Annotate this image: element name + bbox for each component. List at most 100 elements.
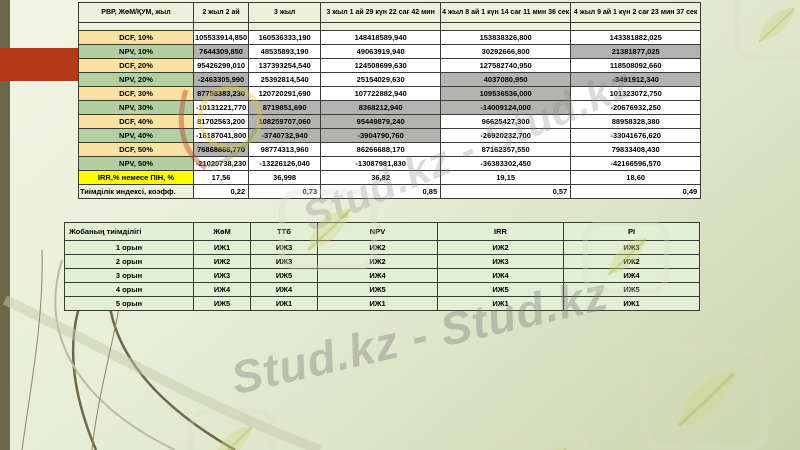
value-cell: ИЖ3	[193, 268, 251, 283]
value-cell: 79833408,430	[570, 142, 702, 157]
value-cell: 105533914,850	[192, 30, 250, 45]
value-cell: ИЖ2	[317, 240, 438, 255]
value-cell: -13087981,830	[320, 156, 442, 171]
value-cell: ИЖ2	[193, 254, 251, 269]
value-cell: 87758383,230	[192, 86, 250, 101]
value-cell: ИЖ3	[250, 254, 318, 269]
value-cell: 143381882,025	[570, 30, 702, 45]
table-row: DCF, 30% 87758383,230 120720291,690 1077228…	[78, 86, 702, 101]
row-label: 5 орын	[64, 296, 194, 311]
value-cell: 0,49	[570, 184, 702, 199]
value-cell: 107722882,940	[320, 86, 442, 101]
value-cell: 153838326,800	[440, 30, 572, 45]
row-label: DCF, 50%	[78, 142, 194, 157]
value-cell: ИЖ2	[437, 240, 564, 255]
table-row: 4 орын ИЖ4 ИЖ4 ИЖ5 ИЖ5 ИЖ5	[64, 282, 700, 297]
column-header: 2 жыл 2 ай	[192, 2, 250, 23]
column-header: Жобаның тиімділігі	[64, 222, 194, 241]
value-cell: 124508699,630	[320, 58, 442, 73]
value-cell: 101323072,750	[570, 86, 702, 101]
value-cell: 127582740,950	[440, 58, 572, 73]
value-cell: -10131221,770	[192, 100, 250, 115]
value-cell: 7644309,850	[192, 44, 250, 59]
column-header: ТТб	[250, 222, 318, 241]
column-header: IRR	[437, 222, 564, 241]
value-cell: 48535893,190	[248, 44, 322, 59]
column-header: NPV	[317, 222, 438, 241]
header-row: Жобаның тиімділігі ЖөМ ТТб NPV IRR PI	[64, 222, 700, 241]
column-header: РВР, ЖөМ/ҚУМ, жыл	[78, 2, 194, 23]
value-cell: -3904790,760	[320, 128, 442, 143]
table-row: NPV, 30% -10131221,770 8719851,690 8368212,…	[78, 100, 702, 115]
project-ranking-table: Жобаның тиімділігі ЖөМ ТТб NPV IRR PI 1 орын ИЖ…	[64, 222, 700, 311]
value-cell: ИЖ1	[317, 296, 438, 311]
value-cell: ИЖ1	[437, 296, 564, 311]
table-row: 3 орын ИЖ3 ИЖ5 ИЖ4 ИЖ4 ИЖ4	[64, 268, 700, 283]
value-cell: -3491912,340	[570, 72, 702, 87]
spacer-cell	[78, 22, 194, 31]
value-cell: ИЖ4	[250, 282, 318, 297]
value-cell: 86266688,170	[320, 142, 442, 157]
value-cell: 25392814,540	[248, 72, 322, 87]
table-row: NPV, 50% -21020738,230 -13226126,040 -13087…	[78, 156, 702, 171]
value-cell: 96625427,300	[440, 114, 572, 129]
value-cell: 76868866,770	[192, 142, 250, 157]
value-cell: ИЖ4	[563, 268, 700, 283]
value-cell: 49063919,940	[320, 44, 442, 59]
value-cell: 137393254,540	[248, 58, 322, 73]
value-cell: 18,60	[570, 170, 702, 185]
value-cell: 21381877,025	[570, 44, 702, 59]
table-row: DCF, 10% 105533914,850 160536333,190 148418…	[78, 30, 702, 45]
value-cell: ИЖ2	[563, 254, 700, 269]
value-cell: -2463305,990	[192, 72, 250, 87]
value-cell: ИЖ5	[250, 268, 318, 283]
value-cell: 30292666,800	[440, 44, 572, 59]
row-label: Тиімділік индексі, коэфф.	[78, 184, 194, 199]
spacer-cell	[440, 22, 572, 31]
value-cell: ИЖ1	[563, 296, 700, 311]
value-cell: 81702563,200	[192, 114, 250, 129]
value-cell: 4037080,950	[440, 72, 572, 87]
table-row: 5 орын ИЖ5 ИЖ1 ИЖ1 ИЖ1 ИЖ1	[64, 296, 700, 311]
value-cell: ИЖ5	[193, 296, 251, 311]
row-label: DCF, 20%	[78, 58, 194, 73]
row-label: IRR,% немесе ПІН, %	[78, 170, 194, 185]
row-label: NPV, 40%	[78, 128, 194, 143]
value-cell: -14009124,000	[440, 100, 572, 115]
value-cell: -16187041,800	[192, 128, 250, 143]
column-header: ЖөМ	[193, 222, 251, 241]
value-cell: ИЖ5	[317, 282, 438, 297]
value-cell: 87162357,550	[440, 142, 572, 157]
table-row: NPV, 10% 7644309,850 48535893,190 49063919,…	[78, 44, 702, 59]
value-cell: 25154029,630	[320, 72, 442, 87]
value-cell: -3740732,940	[248, 128, 322, 143]
row-label: 3 орын	[64, 268, 194, 283]
table-row: DCF, 40% 81702563,200 108259707,060 9544987…	[78, 114, 702, 129]
red-accent-bar	[0, 48, 78, 81]
value-cell: ИЖ3	[250, 240, 318, 255]
table-row: NPV, 40% -16187041,800 -3740732,940 -390479…	[78, 128, 702, 143]
value-cell: 118508092,660	[570, 58, 702, 73]
table-row: 1 орын ИЖ1 ИЖ3 ИЖ2 ИЖ2 ИЖ3	[64, 240, 700, 255]
row-label: NPV, 10%	[78, 44, 194, 59]
table-row: NPV, 20% -2463305,990 25392814,540 25154029…	[78, 72, 702, 87]
value-cell: 0,73	[248, 184, 322, 199]
value-cell: 98774313,960	[248, 142, 322, 157]
leaf-logo-watermark-icon	[505, 430, 590, 450]
value-cell: 108259707,060	[248, 114, 322, 129]
leaf-logo-watermark-icon	[188, 408, 276, 450]
value-cell: 120720291,690	[248, 86, 322, 101]
value-cell: 8719851,690	[248, 100, 322, 115]
row-label: NPV, 50%	[78, 156, 194, 171]
value-cell: ИЖ2	[317, 254, 438, 269]
value-cell: 0,85	[320, 184, 442, 199]
value-cell: ИЖ5	[437, 282, 564, 297]
spacer-cell	[570, 22, 702, 31]
value-cell: 36,998	[248, 170, 322, 185]
value-cell: ИЖ5	[563, 282, 700, 297]
payback-comparison-table: РВР, ЖөМ/ҚУМ, жыл 2 жыл 2 ай 3 жыл 3 жыл 1 …	[78, 2, 702, 199]
value-cell: -20676932,250	[570, 100, 702, 115]
table-row: 2 орын ИЖ2 ИЖ3 ИЖ2 ИЖ3 ИЖ2	[64, 254, 700, 269]
value-cell: 17,56	[192, 170, 250, 185]
row-label: DCF, 40%	[78, 114, 194, 129]
